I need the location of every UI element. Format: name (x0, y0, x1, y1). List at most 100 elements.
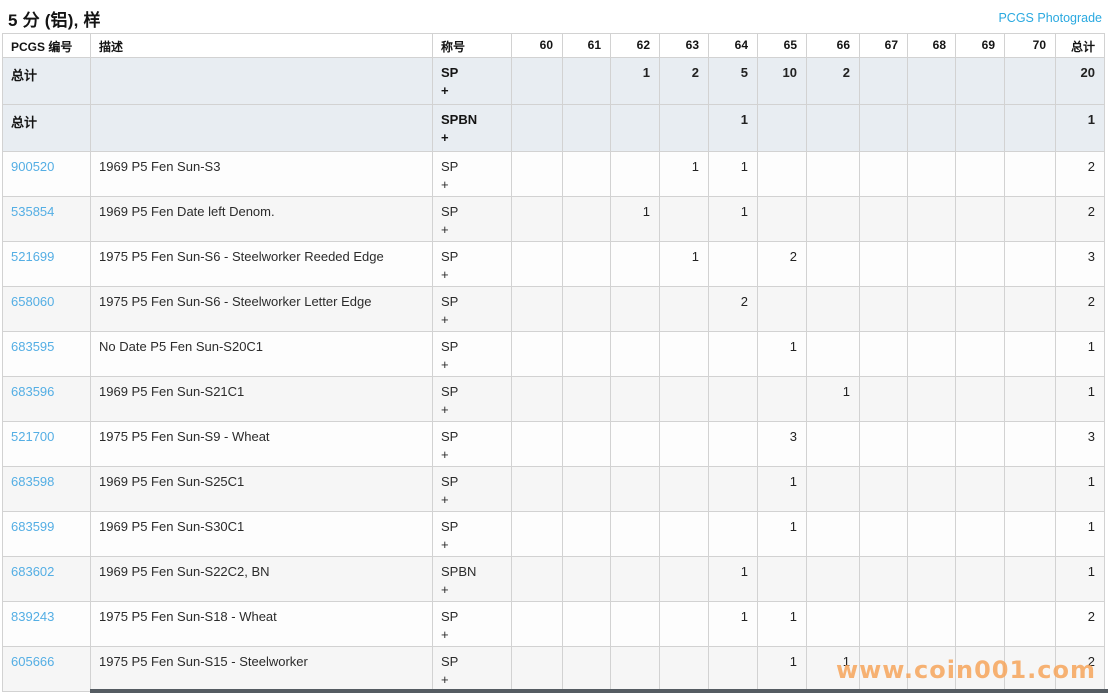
grade-67-cell (859, 196, 908, 242)
col-header-designation: 称号 (432, 33, 512, 58)
designation-cell: SPBN + (432, 556, 512, 602)
grade-65-cell: 10 (757, 57, 807, 105)
col-header-grade-60: 60 (511, 33, 563, 58)
pcgs-number-link[interactable]: 521700 (11, 429, 55, 444)
grade-69-cell (955, 466, 1005, 512)
grade-70-cell (1004, 286, 1056, 332)
table-row: 683596 1969 P5 Fen Sun-S21C1 SP + 1 1 (2, 376, 1105, 422)
pcgs-number-link[interactable]: 683595 (11, 339, 55, 354)
grade-62-cell (610, 331, 660, 377)
pcgs-number-cell: 658060 (2, 286, 91, 332)
grade-60-cell (511, 601, 563, 647)
grade-70-cell (1004, 57, 1056, 105)
grade-62-cell (610, 556, 660, 602)
grade-64-cell (708, 376, 758, 422)
grade-61-cell (562, 601, 611, 647)
grade-70-cell (1004, 376, 1056, 422)
designation-cell: SP + (432, 286, 512, 332)
designation-cell: SP + (432, 331, 512, 377)
pcgs-number-cell: 900520 (2, 151, 91, 197)
grade-61-cell (562, 421, 611, 467)
grade-64-cell: 1 (708, 196, 758, 242)
description-cell: 1975 P5 Fen Sun-S9 - Wheat (90, 421, 433, 467)
grade-63-cell (659, 104, 709, 152)
pcgs-number-link[interactable]: 605666 (11, 654, 55, 669)
grade-68-cell (907, 466, 956, 512)
grade-67-cell (859, 376, 908, 422)
grade-65-cell: 1 (757, 331, 807, 377)
photograde-link[interactable]: PCGS Photograde (998, 11, 1102, 25)
designation-cell: SP + (432, 241, 512, 287)
total-cell: 1 (1055, 511, 1105, 557)
pcgs-number-cell: 683596 (2, 376, 91, 422)
bottom-edge-bar (90, 689, 1108, 693)
pcgs-number-link[interactable]: 535854 (11, 204, 55, 219)
designation-cell: SP + (432, 57, 512, 105)
grade-68-cell (907, 286, 956, 332)
table-body: 总计 SP +1 2 5 10 2 20 总计 SPBN +1 1 900520 1969 P5 Fen … (2, 57, 1105, 692)
grade-70-cell (1004, 104, 1056, 152)
grade-67-cell (859, 556, 908, 602)
col-header-grade-61: 61 (562, 33, 611, 58)
grade-65-cell (757, 286, 807, 332)
pcgs-number-link[interactable]: 658060 (11, 294, 55, 309)
grade-62-cell (610, 466, 660, 512)
pcgs-number-link[interactable]: 683598 (11, 474, 55, 489)
grade-66-cell (806, 556, 860, 602)
grade-62-cell (610, 511, 660, 557)
grade-65-cell (757, 376, 807, 422)
description-cell: 1975 P5 Fen Sun-S6 - Steelworker Reeded … (90, 241, 433, 287)
grade-63-cell (659, 286, 709, 332)
summary-row: 总计 SP +1 2 5 10 2 20 (2, 57, 1105, 105)
designation-cell: SP + (432, 466, 512, 512)
grade-68-cell (907, 241, 956, 287)
grade-61-cell (562, 376, 611, 422)
grade-68-cell (907, 511, 956, 557)
grade-63-cell (659, 466, 709, 512)
pcgs-number-link[interactable]: 900520 (11, 159, 55, 174)
grade-61-cell (562, 286, 611, 332)
grade-64-cell: 2 (708, 286, 758, 332)
table-row: 683595 No Date P5 Fen Sun-S20C1 SP + 1 1 (2, 331, 1105, 377)
total-cell: 1 (1055, 556, 1105, 602)
designation-cell: SP + (432, 376, 512, 422)
grade-69-cell (955, 556, 1005, 602)
total-cell: 2 (1055, 196, 1105, 242)
pcgs-number-link[interactable]: 683599 (11, 519, 55, 534)
grade-61-cell (562, 57, 611, 105)
grade-68-cell (907, 646, 956, 692)
pcgs-number-link[interactable]: 683602 (11, 564, 55, 579)
grade-68-cell (907, 196, 956, 242)
table-row: 900520 1969 P5 Fen Sun-S3 SP + 1 1 2 (2, 151, 1105, 197)
pcgs-number-cell: 521700 (2, 421, 91, 467)
grade-64-cell (708, 466, 758, 512)
row-total-label: 总计 (2, 104, 91, 152)
designation-cell: SP + (432, 196, 512, 242)
grade-60-cell (511, 646, 563, 692)
grade-69-cell (955, 286, 1005, 332)
grade-65-cell (757, 556, 807, 602)
grade-65-cell (757, 104, 807, 152)
pcgs-number-link[interactable]: 521699 (11, 249, 55, 264)
grade-62-cell (610, 646, 660, 692)
grade-60-cell (511, 286, 563, 332)
pcgs-number-link[interactable]: 839243 (11, 609, 55, 624)
grade-65-cell: 1 (757, 466, 807, 512)
grade-61-cell (562, 556, 611, 602)
grade-70-cell (1004, 466, 1056, 512)
grade-60-cell (511, 421, 563, 467)
description-cell: 1975 P5 Fen Sun-S6 - Steelworker Letter … (90, 286, 433, 332)
grade-70-cell (1004, 196, 1056, 242)
col-header-grade-68: 68 (907, 33, 956, 58)
grade-69-cell (955, 196, 1005, 242)
grade-63-cell (659, 646, 709, 692)
pcgs-number-cell: 683602 (2, 556, 91, 602)
description-cell: 1975 P5 Fen Sun-S18 - Wheat (90, 601, 433, 647)
grade-61-cell (562, 646, 611, 692)
grade-66-cell (806, 151, 860, 197)
grade-63-cell: 1 (659, 151, 709, 197)
grade-66-cell (806, 331, 860, 377)
table-row: 521699 1975 P5 Fen Sun-S6 - Steelworker R… (2, 241, 1105, 287)
grade-68-cell (907, 556, 956, 602)
pcgs-number-link[interactable]: 683596 (11, 384, 55, 399)
